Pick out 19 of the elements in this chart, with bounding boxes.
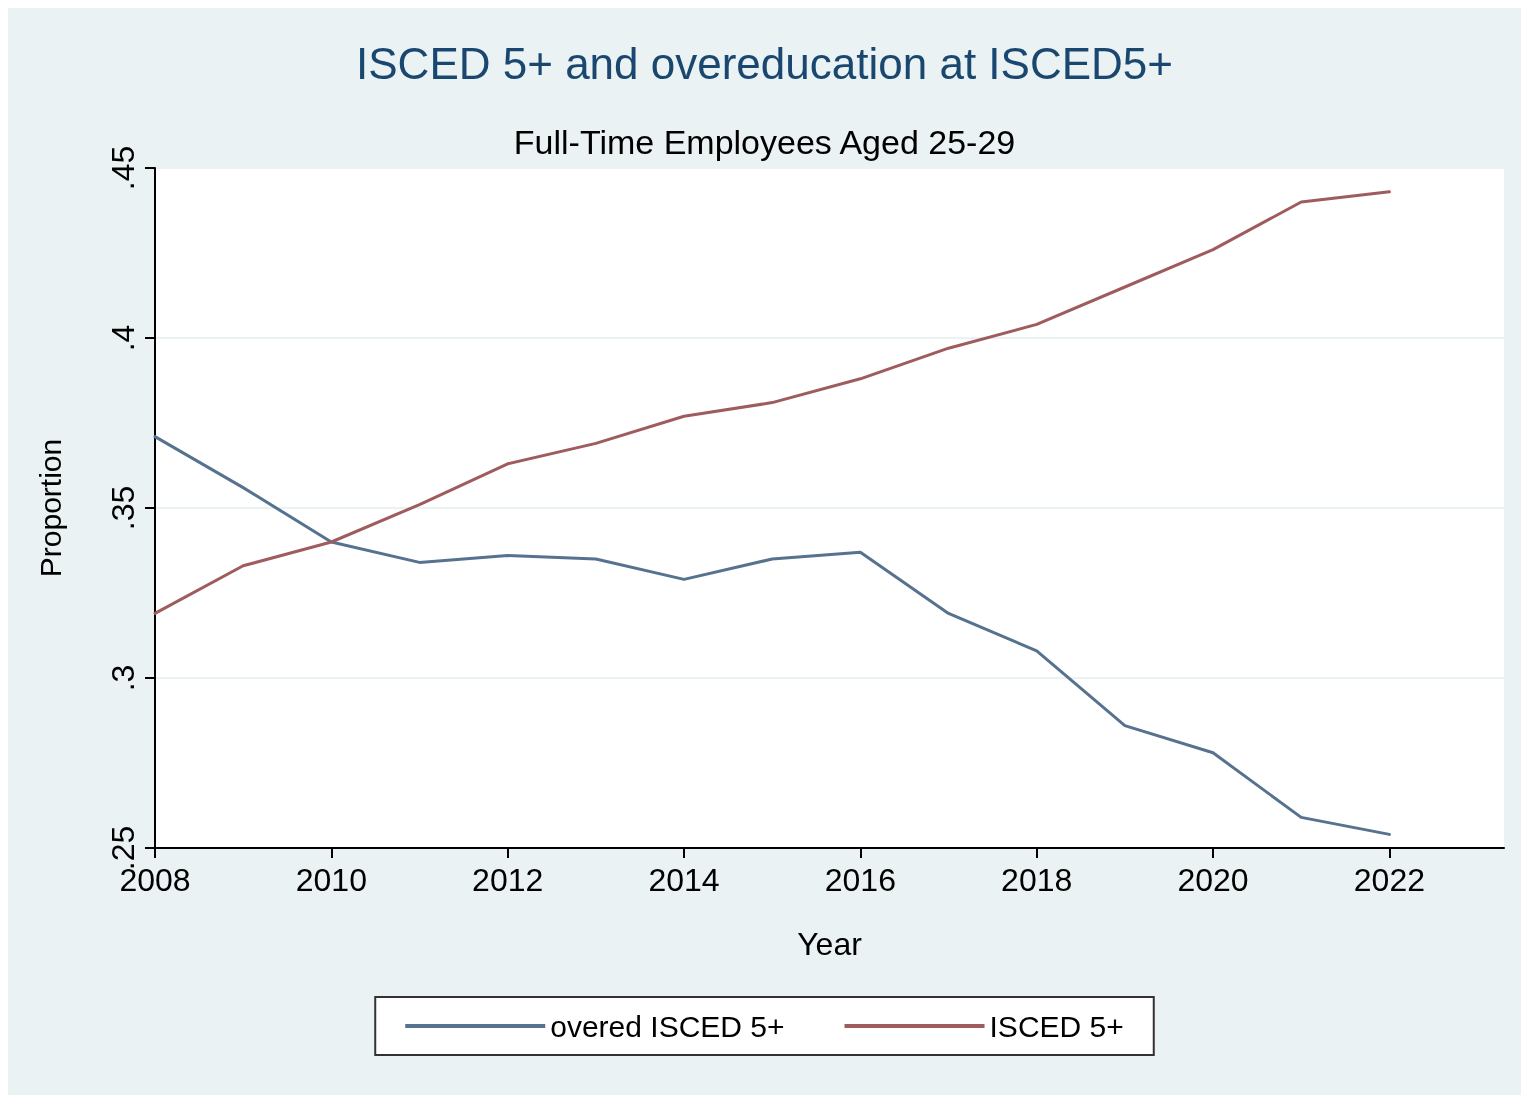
x-tick-label: 2010 bbox=[295, 862, 367, 898]
legend-label: overed ISCED 5+ bbox=[550, 1009, 785, 1043]
x-tick-label: 2018 bbox=[1001, 862, 1073, 898]
y-tick-label: .35 bbox=[105, 485, 141, 531]
x-tick-label: 2014 bbox=[648, 862, 720, 898]
legend-label: ISCED 5+ bbox=[989, 1009, 1124, 1043]
x-tick-label: 2016 bbox=[824, 862, 896, 898]
x-axis-title: Year bbox=[797, 926, 863, 962]
line-series bbox=[153, 435, 1391, 836]
x-tick-label: 2012 bbox=[472, 862, 544, 898]
y-axis-title: Proportion bbox=[33, 438, 67, 578]
y-tick-label: .3 bbox=[105, 664, 141, 692]
x-tick-label: 2022 bbox=[1353, 862, 1425, 898]
x-tick-label: 2020 bbox=[1177, 862, 1249, 898]
y-tick-label: .45 bbox=[105, 145, 141, 191]
y-tick-label: .4 bbox=[105, 324, 141, 352]
line-series bbox=[153, 190, 1391, 615]
chart-subtitle: Full-Time Employees Aged 25-29 bbox=[513, 123, 1016, 161]
chart-title: ISCED 5+ and overeducation at ISCED5+ bbox=[356, 38, 1173, 88]
